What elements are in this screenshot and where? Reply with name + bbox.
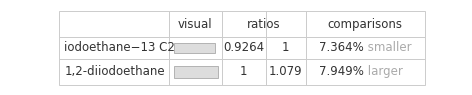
Bar: [59, 59, 169, 85]
Bar: [306, 11, 425, 37]
Text: 1: 1: [282, 42, 289, 54]
Bar: [266, 59, 306, 85]
Bar: [59, 11, 169, 37]
Text: 1: 1: [240, 65, 247, 78]
Bar: [222, 37, 266, 59]
Bar: [266, 37, 306, 59]
Text: 7.364%: 7.364%: [319, 42, 363, 54]
Bar: [169, 37, 222, 59]
Text: comparisons: comparisons: [328, 17, 403, 30]
Bar: [59, 37, 169, 59]
Bar: [306, 37, 425, 59]
Bar: [306, 59, 425, 85]
Text: visual: visual: [178, 17, 212, 30]
Text: smaller: smaller: [364, 42, 412, 54]
Text: iodoethane−13 C2: iodoethane−13 C2: [65, 42, 176, 54]
Bar: [174, 43, 214, 53]
Bar: [174, 66, 218, 78]
Bar: [222, 11, 306, 37]
Text: 1.079: 1.079: [269, 65, 303, 78]
Text: ratios: ratios: [247, 17, 281, 30]
Text: 0.9264: 0.9264: [223, 42, 264, 54]
Text: 1,2-diiodoethane: 1,2-diiodoethane: [65, 65, 165, 78]
Bar: [169, 59, 222, 85]
Bar: [169, 11, 222, 37]
Text: larger: larger: [364, 65, 403, 78]
Bar: [222, 59, 266, 85]
Text: 7.949%: 7.949%: [319, 65, 363, 78]
